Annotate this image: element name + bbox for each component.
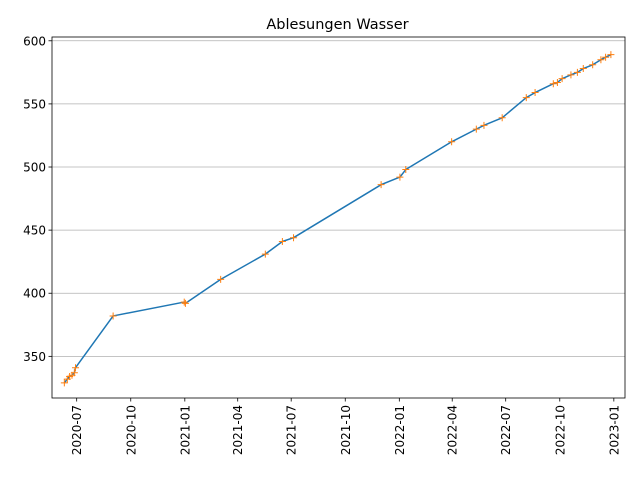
data-point-marker [553,78,561,86]
y-axis: 350 400 450 500 550 600 [23,34,52,364]
data-point-marker [589,61,597,69]
x-tick-label: 2022-10 [553,405,567,455]
grid-lines [52,40,625,357]
y-tick-label: 600 [23,34,46,48]
data-point-marker [522,94,530,102]
data-point-marker [448,138,456,146]
data-point-marker [109,312,117,320]
y-tick-label: 550 [23,97,46,111]
data-point-marker [607,51,615,59]
data-point-marker [573,68,581,76]
data-point-marker [70,369,78,377]
data-point-marker [261,250,269,258]
y-tick-label: 500 [23,161,46,175]
data-point-marker [396,173,404,181]
y-tick-label: 400 [23,287,46,301]
x-tick-label: 2021-04 [231,405,245,455]
data-point-marker [72,364,80,372]
data-point-marker [602,53,610,61]
x-tick-label: 2022-04 [446,405,460,455]
data-point-markers [60,51,615,387]
x-tick-label: 2023-01 [607,405,621,455]
y-tick-label: 450 [23,224,46,238]
data-point-marker [472,125,480,133]
x-axis: 2020-07 2020-10 2021-01 2021-04 2021-07 2021-… [70,398,621,455]
data-point-marker [579,65,587,73]
x-tick-label: 2022-07 [499,405,513,455]
x-tick-label: 2020-07 [70,405,84,455]
data-point-marker [180,298,188,306]
x-tick-label: 2021-07 [285,405,299,455]
chart-title: Ablesungen Wasser [266,17,408,33]
data-point-marker [181,299,189,307]
data-point-marker [217,275,225,283]
data-point-marker [567,71,575,79]
y-tick-label: 350 [23,350,46,364]
data-point-marker [498,114,506,122]
data-point-marker [377,181,385,189]
x-tick-label: 2020-10 [124,405,138,455]
data-point-marker [290,234,298,242]
x-tick-label: 2022-01 [393,405,407,455]
data-point-marker [597,56,605,64]
plot-area-frame [51,36,626,399]
data-point-marker [402,166,410,174]
x-tick-label: 2021-01 [178,405,192,455]
data-point-marker [558,75,566,83]
data-point-marker [60,379,68,387]
data-point-marker [480,121,488,129]
x-tick-label: 2021-10 [339,405,353,455]
data-point-marker [549,80,557,88]
data-point-marker [531,89,539,97]
data-point-marker [278,237,286,245]
